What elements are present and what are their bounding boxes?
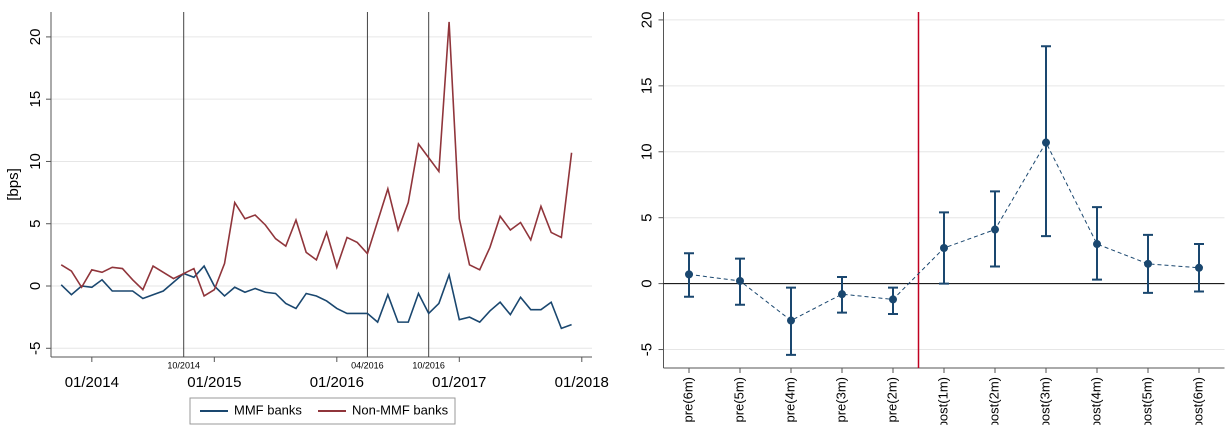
point [838, 290, 846, 299]
legend-label: Non-MMF banks [352, 402, 449, 417]
y-tick-label: -5 [27, 342, 44, 355]
x-tick-label: post(3m) [1037, 377, 1052, 425]
x-tick-label: 01/2017 [432, 374, 486, 391]
event-label: 04/2016 [351, 360, 384, 370]
point [685, 270, 693, 279]
x-tick-label: post(5m) [1139, 377, 1154, 425]
point [1093, 240, 1101, 249]
x-tick-label: post(4m) [1088, 377, 1103, 425]
y-tick-label: 0 [27, 282, 44, 290]
y-tick-label: -5 [638, 343, 655, 356]
point [889, 295, 897, 304]
x-tick-label: post(2m) [986, 377, 1001, 425]
x-tick-label: post(6m) [1190, 377, 1205, 425]
y-axis-label: [bps] [5, 168, 22, 201]
y-tick-label: 15 [638, 77, 655, 94]
y-tick-label: 10 [27, 153, 44, 170]
x-tick-label: 01/2016 [310, 374, 364, 391]
x-tick-label: pre(3m) [833, 377, 848, 423]
y-tick-label: 5 [638, 214, 655, 222]
y-tick-label: 10 [638, 143, 655, 160]
x-tick-label: 01/2014 [65, 374, 119, 391]
x-tick-label: 01/2018 [555, 374, 609, 391]
y-tick-label: 5 [27, 220, 44, 228]
event-label: 10/2016 [412, 360, 445, 370]
point [991, 225, 999, 234]
x-tick-label: pre(2m) [884, 377, 899, 423]
event-label: 10/2014 [167, 360, 200, 370]
point [940, 244, 948, 253]
x-tick-label: pre(4m) [782, 377, 797, 423]
x-tick-label: pre(5m) [731, 377, 746, 423]
series-line [60, 21, 573, 298]
point [736, 276, 744, 285]
y-tick-label: 15 [27, 91, 44, 108]
x-tick-label: pre(6m) [680, 377, 695, 423]
x-tick-label: post(1m) [935, 377, 950, 425]
point [787, 316, 795, 325]
point [1042, 138, 1050, 147]
y-tick-label: 20 [638, 12, 655, 29]
x-tick-label: 01/2015 [187, 374, 241, 391]
point [1195, 263, 1203, 272]
y-tick-label: 20 [27, 29, 44, 46]
legend-label: MMF banks [234, 402, 302, 417]
y-tick-label: 0 [638, 279, 655, 287]
point [1144, 259, 1152, 268]
series-line [60, 264, 572, 330]
